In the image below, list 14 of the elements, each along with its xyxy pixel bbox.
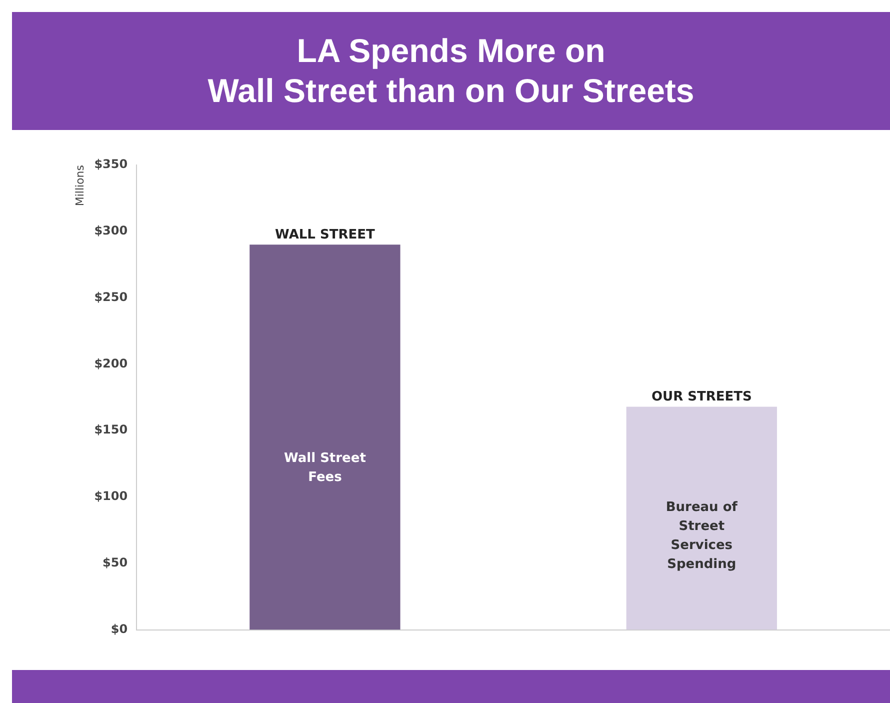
annotation: Bureau of Street Services Spending (666, 500, 738, 572)
y-tick-label: $50 (102, 556, 128, 570)
y-tick-label: $150 (94, 422, 128, 437)
chart-title: LA Spends More on Wall Street than on Our Streets (12, 12, 890, 130)
y-axis-title: Millions (73, 164, 86, 206)
y-tick-label: $300 (94, 224, 128, 238)
x-tick-label: WALL STREET (275, 228, 375, 243)
annotation: Wall Street Fees (284, 450, 366, 485)
x-tick-label: OUR STREETS (651, 390, 752, 405)
y-tick-label: $0 (110, 622, 128, 636)
y-tick-label: $100 (94, 489, 128, 504)
y-tick-label: $350 (94, 157, 128, 172)
y-tick-label: $250 (94, 290, 128, 304)
y-tick-label: $200 (94, 356, 128, 370)
